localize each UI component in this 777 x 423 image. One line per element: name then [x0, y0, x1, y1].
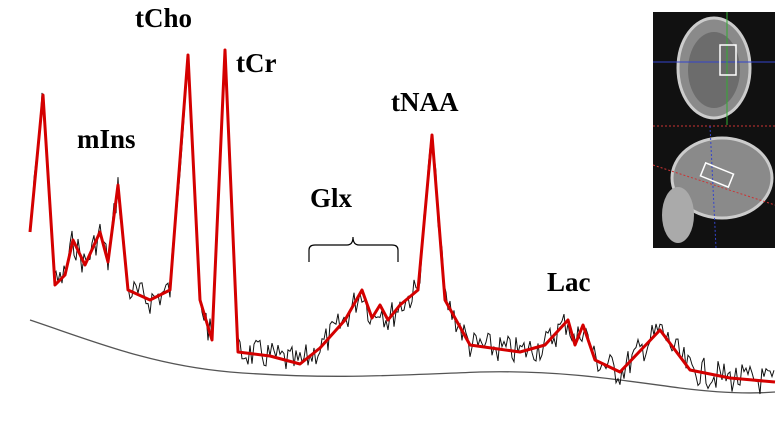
axial-brain [688, 32, 740, 108]
sagittal-line [652, 164, 776, 206]
peak-label: Glx [310, 183, 353, 213]
mri-inset [652, 12, 776, 249]
peak-label: tCho [135, 3, 192, 33]
voxel-box [699, 161, 735, 189]
sagittal-face [662, 187, 694, 243]
peak-label: Lac [547, 267, 591, 297]
fitted-spectrum [28, 48, 776, 384]
peak-label: tCr [236, 48, 276, 78]
baseline [29, 319, 776, 394]
peak-label: tNAA [391, 87, 459, 117]
voxel-box [719, 44, 737, 76]
glx-bracket [308, 236, 399, 262]
sagittal-head [670, 136, 774, 220]
sagittal-line [709, 125, 717, 249]
peak-label: mIns [77, 124, 136, 154]
